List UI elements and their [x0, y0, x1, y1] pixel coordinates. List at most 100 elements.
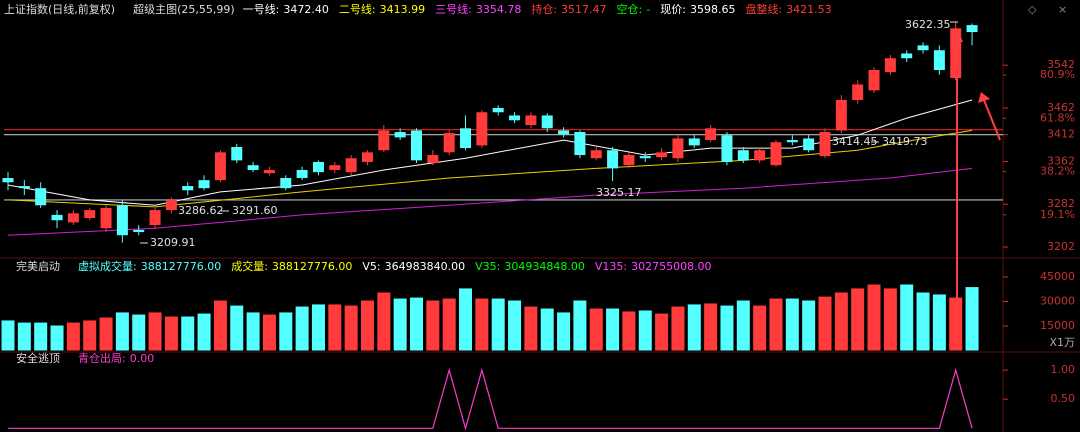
- candle-body: [558, 130, 570, 135]
- candle-body: [84, 210, 96, 219]
- volume-bar: [132, 314, 146, 351]
- candle-body: [18, 186, 30, 189]
- volume-bar: [883, 288, 897, 351]
- candle-body: [623, 155, 635, 166]
- volume-bar: [834, 292, 848, 351]
- volume-bar: [671, 306, 685, 351]
- candle-body: [345, 158, 357, 173]
- y-tick-label: 3202: [1047, 240, 1075, 253]
- volume-bar: [475, 298, 489, 351]
- volume-bar: [687, 304, 701, 351]
- volume-bar: [557, 312, 571, 351]
- candle-body: [378, 130, 390, 151]
- volume-bar: [426, 300, 440, 351]
- y-tick-label: 15000: [1040, 319, 1075, 332]
- candle-body: [803, 138, 815, 151]
- volume-bar: [115, 312, 129, 351]
- y-tick-label: 45000: [1040, 270, 1075, 283]
- signal-line: [8, 367, 973, 431]
- y-tick-label: 3362: [1047, 154, 1075, 167]
- y-tick-label: 3542: [1047, 58, 1075, 71]
- candle-body: [247, 165, 259, 170]
- volume-bar: [769, 298, 783, 351]
- volume-bar: [442, 298, 456, 351]
- candle-body: [280, 178, 292, 189]
- volume-bar: [459, 288, 473, 351]
- candle-body: [100, 207, 112, 229]
- candle-body: [35, 188, 47, 206]
- volume-bar: [589, 308, 603, 351]
- volume-bar: [818, 296, 832, 351]
- readout-label: 一号线:: [243, 2, 280, 16]
- candle-body: [721, 135, 733, 162]
- y2-tick-label: 19.1%: [1040, 208, 1075, 221]
- candle-body: [165, 199, 177, 211]
- candle-body: [2, 178, 14, 183]
- candle-body: [672, 138, 684, 159]
- candle-body: [901, 53, 913, 59]
- candle-body: [868, 70, 880, 91]
- readout-label: 盘整线:: [745, 2, 782, 16]
- candle-body: [509, 115, 521, 121]
- arrow-shaft: [983, 99, 1001, 141]
- indicator-name: 超级主图(25,55,99): [133, 2, 235, 16]
- candle-body: [835, 99, 847, 131]
- candle-body: [214, 152, 226, 181]
- candle-body: [525, 115, 537, 126]
- price-annotation: 3419.73: [882, 135, 928, 148]
- volume-bar: [66, 322, 80, 351]
- candle-body: [770, 142, 782, 166]
- settings-icon[interactable]: ◇: [1028, 3, 1037, 16]
- readout-label: 持仓:: [531, 2, 557, 16]
- arrow-head: [951, 28, 963, 42]
- volume-bar: [965, 287, 979, 351]
- close-icon[interactable]: ×: [1058, 3, 1067, 16]
- y2-tick-label: 61.8%: [1040, 111, 1075, 124]
- candle-body: [754, 150, 766, 161]
- candle-body: [492, 107, 504, 113]
- candle-body: [198, 180, 210, 189]
- volume-bar: [622, 311, 636, 351]
- price-annotation: 3291.60: [232, 204, 278, 217]
- candle-body: [705, 128, 717, 141]
- candle-body: [476, 112, 488, 146]
- volume-bar: [17, 322, 31, 351]
- volume-bar: [344, 305, 358, 351]
- readout-value: 302755008.00: [631, 260, 711, 273]
- volume-bar: [508, 300, 522, 351]
- volume-bar: [753, 305, 767, 351]
- readout-label: 现价:: [660, 3, 686, 16]
- readout-label: 青仓出局:: [78, 351, 126, 365]
- volume-bar: [262, 314, 276, 351]
- candle-body: [786, 140, 798, 143]
- readout-value: 388127776.00: [272, 260, 352, 273]
- volume-bar: [655, 313, 669, 351]
- readout-value: 304934848.00: [504, 260, 584, 273]
- candle-body: [819, 132, 831, 157]
- volume-bar: [573, 300, 587, 351]
- candle-body: [67, 213, 79, 223]
- volume-bar: [230, 305, 244, 351]
- candle-body: [394, 132, 406, 138]
- candle-body: [852, 84, 864, 100]
- price-annotation: 3622.35: [905, 18, 951, 31]
- candle-body: [427, 155, 439, 164]
- volume-bar: [246, 312, 260, 351]
- volume-bar: [802, 300, 816, 351]
- candle-body: [231, 147, 243, 161]
- moving-average: [7, 167, 973, 236]
- unit-label: X1万: [1049, 336, 1075, 349]
- volume-bar: [932, 294, 946, 351]
- volume-bar: [1, 320, 15, 351]
- volume-bar: [867, 284, 881, 351]
- moving-average: [7, 129, 973, 208]
- price-annotation: 3414.45: [832, 135, 878, 148]
- volume-bar: [704, 303, 718, 351]
- candle-body: [966, 25, 978, 33]
- readout-label: 虚拟成交量:: [78, 259, 137, 273]
- volume-bar: [197, 313, 211, 351]
- panel-title: 安全逃顶: [16, 351, 60, 365]
- readout-label: 成交量:: [231, 259, 268, 273]
- candle-body: [149, 210, 161, 226]
